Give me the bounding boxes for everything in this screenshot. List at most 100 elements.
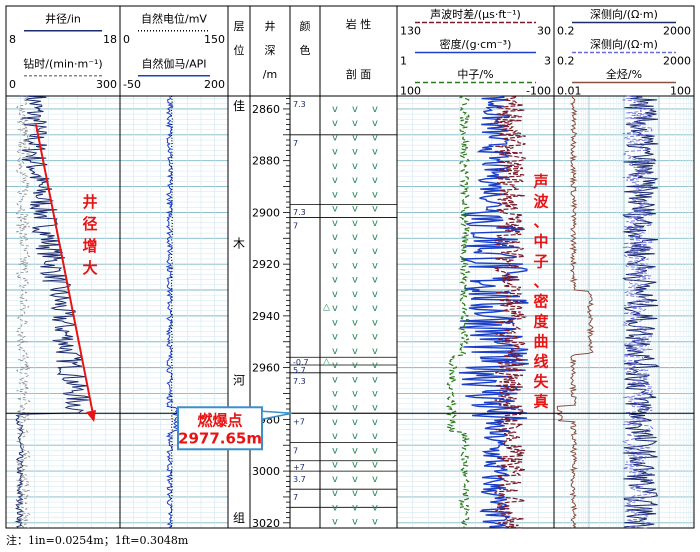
lithology-symbol: v	[332, 189, 338, 200]
lithology-symbol: v	[332, 289, 338, 300]
lithology-symbol: v	[332, 517, 338, 528]
color-code: +7	[293, 417, 305, 426]
total-gas-curve	[556, 95, 595, 529]
caliper-arrow	[35, 124, 95, 420]
lithology-symbol: △	[323, 303, 330, 313]
lithology-symbol: v	[332, 403, 338, 414]
distortion-annotation: 线	[533, 353, 548, 371]
lithology-symbol: v	[352, 218, 358, 229]
scale-max-label: 100	[670, 85, 691, 98]
lithology-symbol: v	[352, 417, 358, 428]
distortion-annotation: 密	[533, 293, 548, 311]
scale-min-label: 0	[123, 33, 130, 46]
depth-label: 2940	[252, 310, 280, 323]
lithology-symbol: v	[372, 417, 378, 428]
lithology-symbol: v	[332, 431, 338, 442]
lithology-symbol: v	[352, 502, 358, 513]
caliper-annotation: 增	[82, 237, 97, 255]
lithology-symbol: v	[372, 445, 378, 456]
lithology-symbol: v	[372, 431, 378, 442]
color-code: 7	[293, 447, 298, 456]
color-code: 7.3	[293, 100, 306, 109]
track-header-label: 自然电位/mV	[141, 12, 207, 26]
track-header-label: 密度/(g·cm⁻³)	[440, 37, 512, 51]
distortion-annotation: 中	[533, 233, 548, 251]
lithology-symbol: v	[352, 431, 358, 442]
scale-min-label: 130	[400, 25, 421, 38]
lithology-symbol: v	[352, 275, 358, 286]
scale-max-label: 2000	[663, 25, 691, 38]
lithology-symbol: v	[372, 388, 378, 399]
lithology-symbol: v	[352, 204, 358, 215]
lithology-symbol: v	[372, 403, 378, 414]
lithology-symbol: v	[352, 132, 358, 143]
lithology-symbol: v	[372, 332, 378, 343]
depth-label: 2960	[252, 362, 280, 375]
distortion-annotation: 度	[533, 313, 549, 331]
lithology-symbol: v	[352, 260, 358, 271]
lithology-symbol: v	[332, 104, 338, 115]
caliper-arrowhead	[86, 409, 96, 422]
depth-label: 3020	[252, 517, 280, 530]
lithology-symbol: v	[372, 232, 378, 243]
deep-laterolog-curve	[621, 95, 655, 529]
formation-name: 组	[233, 511, 245, 525]
track-header-label: 声波时差/(μs·ft⁻¹)	[430, 7, 521, 21]
lithology-symbol: v	[352, 232, 358, 243]
caliper-curve	[14, 95, 90, 529]
lithology-symbol: v	[332, 175, 338, 186]
color-code: 3.7	[293, 475, 306, 484]
lithology-symbol: v	[372, 104, 378, 115]
lithology-symbol: v	[332, 360, 338, 371]
lithology-symbol: v	[372, 118, 378, 129]
lithology-symbol: v	[352, 289, 358, 300]
lithology-symbol: v	[332, 502, 338, 513]
blast-depth-value: 2977.65m	[178, 429, 262, 447]
lithology-symbol: v	[372, 161, 378, 172]
lithology-symbol: v	[332, 417, 338, 428]
depth-header: 井	[265, 19, 276, 33]
formation-name: 木	[233, 236, 245, 250]
drilltime-curve	[15, 95, 31, 529]
lithology-symbol: v	[372, 275, 378, 286]
lithology-symbol: v	[352, 317, 358, 328]
color-code: 7.3	[293, 377, 306, 386]
track-header-label: 深侧向/(Ω·m)	[590, 37, 658, 51]
distortion-annotation: 、	[533, 213, 548, 231]
lithology-symbol: v	[372, 374, 378, 385]
lithology-symbol: v	[352, 403, 358, 414]
lithology-symbol: v	[332, 232, 338, 243]
lithology-symbol: v	[372, 502, 378, 513]
lithology-symbol: v	[352, 246, 358, 257]
lithology-symbol: v	[332, 246, 338, 257]
lithology-symbol: v	[372, 147, 378, 158]
track-header-label: 全烃/%	[606, 67, 642, 81]
density-curve	[458, 95, 529, 529]
depth-header: /m	[263, 68, 277, 81]
lithology-symbol: v	[352, 360, 358, 371]
depth-header: 深	[265, 44, 276, 57]
track-header-label: 自然伽马/API	[141, 57, 206, 71]
blast-callout-pointer	[261, 410, 293, 421]
lithology-symbol: v	[332, 374, 338, 385]
lithology-symbol: v	[332, 317, 338, 328]
lithology-symbol: v	[352, 303, 358, 314]
lithology-symbol: v	[332, 132, 338, 143]
depth-label: 3000	[252, 465, 280, 478]
scale-max-label: 150	[204, 33, 225, 46]
lithology-symbol: v	[372, 517, 378, 528]
lithology-symbol: v	[332, 218, 338, 229]
lithology-symbol: v	[332, 388, 338, 399]
lithology-symbol: v	[372, 204, 378, 215]
scale-max-label: -100	[526, 85, 551, 98]
lithology-symbol: v	[332, 488, 338, 499]
lithology-symbol: v	[372, 460, 378, 471]
color-code: -0.7	[293, 358, 309, 367]
distortion-annotation: 子	[533, 253, 548, 271]
distortion-annotation: 声	[532, 173, 548, 191]
blast-label: 燃爆点	[197, 411, 242, 429]
lithology-symbol: v	[372, 488, 378, 499]
color-code: 7	[293, 139, 298, 148]
lithology-symbol: v	[332, 147, 338, 158]
lithology-symbol: v	[352, 517, 358, 528]
